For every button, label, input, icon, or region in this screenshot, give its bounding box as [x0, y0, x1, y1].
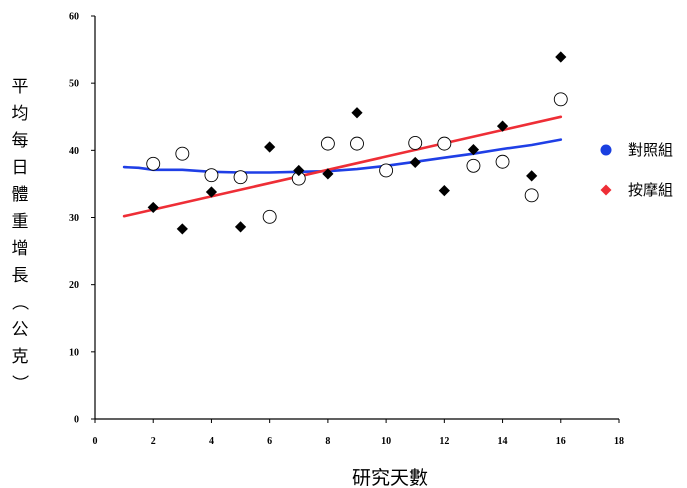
- x-tick-label: 6: [267, 436, 272, 447]
- y-axis-label-char: 公: [12, 320, 29, 340]
- data-point-circle: [524, 188, 539, 203]
- data-point-circle: [466, 158, 481, 173]
- data-point-circle: [379, 163, 394, 178]
- y-axis-label-char: 長: [12, 266, 29, 286]
- data-point-diamond: [526, 170, 538, 182]
- x-tick-label: 14: [498, 436, 508, 447]
- x-axis-label: 研究天數: [352, 467, 428, 488]
- x-tick-label: 8: [325, 436, 330, 447]
- y-tick-label: 0: [74, 415, 79, 426]
- y-axis-label-char: 日: [12, 158, 29, 178]
- y-tick-label: 60: [69, 12, 79, 23]
- trend-line-series-1: [122, 115, 563, 218]
- y-axis-label-char: 平: [12, 77, 29, 97]
- data-point-diamond: [234, 221, 247, 233]
- legend-marker-diamond: [600, 184, 612, 196]
- data-point-circle: [204, 168, 219, 183]
- data-point-circle: [553, 92, 568, 107]
- y-tick-label: 50: [69, 79, 79, 90]
- data-point-diamond: [264, 141, 276, 153]
- data-point-circle: [262, 209, 277, 224]
- data-point-circle: [320, 136, 335, 151]
- data-point-circle: [350, 136, 364, 151]
- trend-lines: [122, 115, 563, 218]
- y-axis-label-char: ）: [9, 375, 29, 392]
- data-point-diamond: [555, 51, 567, 63]
- y-axis-label-char: 增: [12, 239, 29, 259]
- y-axis-label-char: 均: [12, 104, 29, 124]
- x-tick-label: 18: [614, 436, 624, 447]
- data-point-diamond: [205, 186, 218, 198]
- legend-marker-circle: [600, 144, 612, 156]
- data-point-diamond: [293, 164, 305, 177]
- data-point-diamond: [147, 201, 159, 214]
- x-tick-label: 12: [439, 436, 449, 447]
- legend-label: 對照組: [628, 141, 673, 159]
- x-tick-label: 16: [556, 436, 566, 447]
- data-point-circle: [495, 154, 510, 169]
- y-axis-label-char: 克: [12, 347, 29, 367]
- data-point-diamond: [438, 185, 450, 197]
- data-point-circle: [437, 136, 452, 151]
- data-point-diamond: [409, 156, 421, 169]
- data-point-circle: [408, 135, 423, 150]
- y-axis-label-char: 體: [12, 185, 29, 205]
- data-point-circle: [175, 146, 190, 161]
- y-axis-label-char: 每: [12, 131, 29, 151]
- y-tick-label: 40: [69, 146, 79, 157]
- x-tick-label: 2: [151, 436, 156, 447]
- x-tick-label: 0: [93, 436, 98, 447]
- data-point-diamond: [496, 120, 509, 132]
- y-axis-label-char: （: [9, 294, 29, 311]
- y-tick-label: 30: [69, 213, 79, 224]
- data-point-diamond: [467, 144, 480, 156]
- x-tick-label: 10: [381, 436, 391, 447]
- data-point-diamond: [351, 107, 363, 119]
- legend-label: 按摩組: [628, 181, 673, 199]
- y-axis-label-char: 重: [12, 212, 29, 232]
- data-point-circle: [233, 170, 248, 185]
- data-point-diamond: [322, 168, 334, 180]
- data-points: [146, 51, 568, 235]
- data-point-circle: [146, 156, 161, 171]
- axes: 0 10 20 30 40 50 60 0 2 4 6 8 10 12 14 16 18: [69, 12, 624, 448]
- x-tick-label: 4: [209, 436, 214, 447]
- y-tick-label: 20: [69, 280, 79, 291]
- data-point-diamond: [176, 223, 188, 235]
- y-tick-label: 10: [69, 347, 79, 358]
